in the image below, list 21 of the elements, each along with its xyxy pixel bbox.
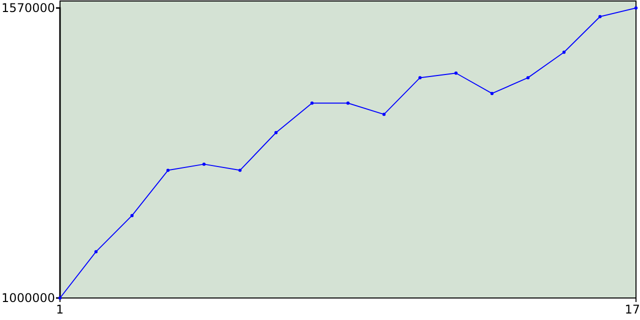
x-tick-label: 1 <box>56 302 64 317</box>
point <box>58 296 62 300</box>
point <box>382 112 386 116</box>
point <box>166 168 170 172</box>
point <box>346 102 350 105</box>
point <box>634 6 638 10</box>
x-tick-label: 17 <box>624 302 640 317</box>
point <box>202 162 206 166</box>
y-tick-label: 1000000 <box>2 290 55 305</box>
point <box>94 250 98 254</box>
point <box>130 214 134 218</box>
point <box>454 72 458 75</box>
point <box>418 76 422 80</box>
point <box>274 131 278 134</box>
point <box>238 168 242 172</box>
point <box>310 102 314 105</box>
y-tick-label: 1570000 <box>2 0 55 15</box>
point <box>490 92 494 96</box>
point <box>526 76 530 80</box>
point <box>562 50 566 54</box>
point <box>598 15 602 18</box>
